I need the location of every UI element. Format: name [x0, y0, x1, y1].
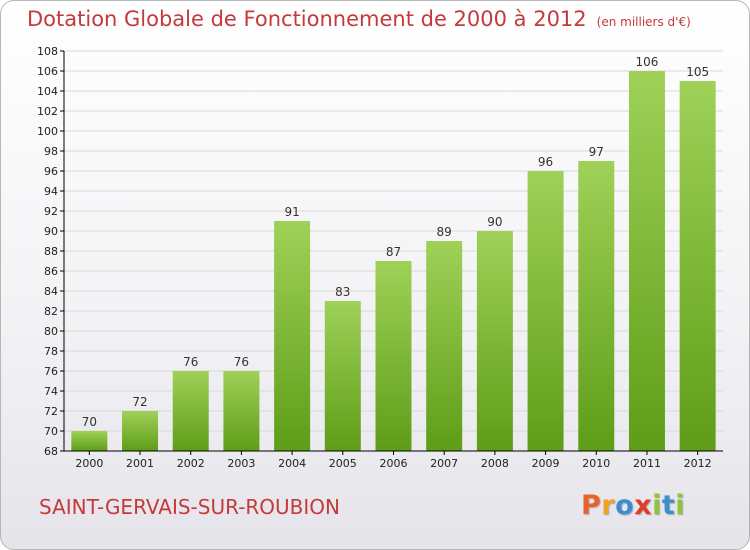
y-tick-label: 84: [44, 285, 58, 298]
value-label: 105: [686, 65, 709, 79]
x-tick-label: 2002: [177, 457, 205, 470]
bar-2005: [324, 301, 361, 451]
value-label: 70: [82, 415, 97, 429]
x-tick-label: 2012: [684, 457, 712, 470]
x-tick-label: 2011: [633, 457, 661, 470]
y-tick-label: 90: [44, 225, 58, 238]
bar-2000: [71, 431, 108, 451]
y-tick-label: 104: [37, 85, 58, 98]
y-tick-label: 102: [37, 105, 58, 118]
bar-2006: [375, 261, 412, 451]
value-label: 72: [132, 395, 147, 409]
logo-letter: t: [661, 490, 676, 521]
x-axis-ticks: 2000 2001 2002 2003 2004 2005 2006 2007 2008 2009…: [75, 451, 712, 470]
bar-2007: [426, 241, 463, 451]
bar-2010: [578, 161, 615, 451]
bar-2008: [476, 231, 513, 451]
x-tick-label: 2006: [380, 457, 408, 470]
value-labels: 70 72 76 76 91 83 87 89 90 96 97 106 105: [82, 55, 709, 429]
logo-letter: i: [652, 490, 662, 521]
y-tick-label: 88: [44, 245, 58, 258]
proxiti-logo: Proxiti: [581, 490, 685, 521]
chart-title-text: Dotation Globale de Fonctionnement de 20…: [27, 7, 587, 31]
y-axis-ticks: 68 70 72 74 76 78 80 82 84 86 88 90 92 94 96 98 100 102 10…: [37, 45, 64, 458]
y-tick-label: 82: [44, 305, 58, 318]
y-tick-label: 80: [44, 325, 58, 338]
x-tick-label: 2010: [582, 457, 610, 470]
y-tick-label: 78: [44, 345, 58, 358]
value-label: 76: [234, 355, 249, 369]
x-tick-label: 2003: [227, 457, 255, 470]
x-tick-label: 2009: [532, 457, 560, 470]
value-label: 76: [183, 355, 198, 369]
y-tick-label: 94: [44, 185, 58, 198]
bar-2002: [172, 371, 209, 451]
y-tick-label: 108: [37, 45, 58, 58]
y-tick-label: 98: [44, 145, 58, 158]
x-tick-label: 2000: [75, 457, 103, 470]
bar-2001: [122, 411, 159, 451]
logo-letter: i: [675, 490, 686, 521]
y-tick-label: 74: [44, 385, 58, 398]
y-tick-label: 86: [44, 265, 58, 278]
value-label: 106: [636, 55, 659, 69]
bar-2011: [628, 71, 665, 451]
bar-2004: [274, 221, 311, 451]
chart-title: Dotation Globale de Fonctionnement de 20…: [27, 7, 691, 31]
y-tick-label: 106: [37, 65, 58, 78]
value-label: 97: [589, 145, 604, 159]
value-label: 91: [284, 205, 299, 219]
x-tick-label: 2007: [430, 457, 458, 470]
value-label: 89: [437, 225, 452, 239]
logo-letter: r: [601, 490, 616, 521]
y-tick-label: 76: [44, 365, 58, 378]
bar-2009: [527, 171, 564, 451]
x-tick-label: 2001: [126, 457, 154, 470]
value-label: 83: [335, 285, 350, 299]
commune-name: SAINT-GERVAIS-SUR-ROUBION: [39, 495, 341, 519]
y-tick-label: 72: [44, 405, 58, 418]
y-tick-label: 70: [44, 425, 58, 438]
chart-subtitle: (en milliers d'€): [596, 15, 691, 29]
y-tick-label: 96: [44, 165, 58, 178]
bar-2003: [223, 371, 260, 451]
y-tick-label: 92: [44, 205, 58, 218]
bars: [71, 71, 716, 451]
bar-2012: [679, 81, 716, 451]
logo-letter: P: [581, 490, 602, 521]
y-tick-label: 100: [37, 125, 58, 138]
x-tick-label: 2004: [278, 457, 306, 470]
logo-letter: o: [615, 490, 635, 521]
y-tick-label: 68: [44, 445, 58, 458]
x-tick-label: 2008: [481, 457, 509, 470]
logo-letter: x: [634, 490, 653, 521]
value-label: 90: [487, 215, 502, 229]
value-label: 87: [386, 245, 401, 259]
x-tick-label: 2005: [329, 457, 357, 470]
value-label: 96: [538, 155, 553, 169]
